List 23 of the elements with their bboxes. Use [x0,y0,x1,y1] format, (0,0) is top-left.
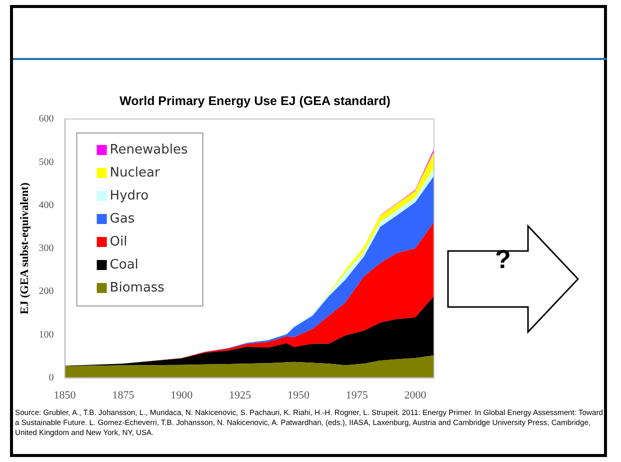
y-tick-label: 200 [38,286,54,298]
legend-label: Renewables [110,142,188,158]
chart-title: World Primary Energy Use EJ (GEA standard) [118,94,392,108]
y-tick-label: 100 [38,329,54,340]
x-tick-label: 1850 [54,389,76,402]
y-tick-label: 0 [48,372,54,384]
legend-label: Gas [110,211,135,226]
x-tick-label: 2000 [404,389,427,402]
x-tick-label: 1950 [287,389,310,402]
legend-label: Hydro [110,188,149,204]
y-tick-label: 600 [38,114,54,125]
y-tick-label: 400 [38,200,54,211]
x-tick-label: 1925 [229,389,252,402]
legend-label: Biomass [110,280,165,296]
legend-label: Oil [110,234,128,250]
y-tick-label: 300 [38,243,54,254]
legend-label: Coal [110,257,138,272]
y-tick-label: 500 [38,156,54,168]
x-tick-label: 1900 [170,389,194,402]
y-axis-title: EJ (GEA subst-equivalent) [18,182,31,314]
x-tick-label: 1975 [346,389,368,402]
legend-label: Nuclear [110,165,160,180]
x-tick-label: 1875 [112,389,135,402]
